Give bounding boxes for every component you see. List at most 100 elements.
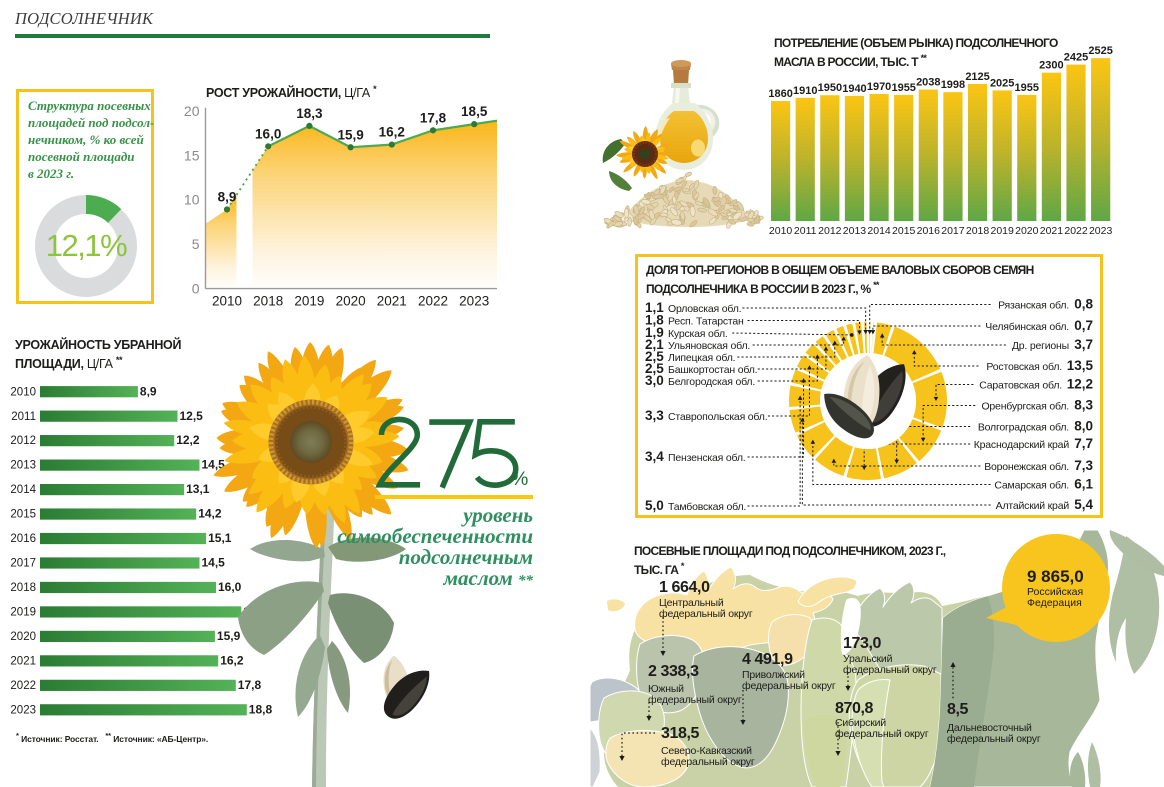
svg-text:Ставропольская обл.: Ставропольская обл. (668, 411, 767, 423)
svg-text:2023: 2023 (459, 294, 489, 309)
svg-text:2013: 2013 (10, 460, 36, 472)
svg-text:Ростовская обл.: Ростовская обл. (986, 361, 1062, 373)
svg-text:Башкортостан обл.: Башкортостан обл. (668, 364, 757, 376)
svg-text:18,8: 18,8 (249, 702, 273, 716)
svg-text:Белгородская обл.: Белгородская обл. (668, 376, 755, 388)
svg-text:Липецкая обл.: Липецкая обл. (668, 352, 735, 364)
svg-text:2125: 2125 (965, 71, 989, 83)
svg-text:13,1: 13,1 (186, 482, 210, 496)
svg-text:16,2: 16,2 (220, 653, 244, 667)
svg-text:15,1: 15,1 (208, 531, 232, 545)
svg-text:3,4: 3,4 (645, 449, 664, 464)
svg-text:1940: 1940 (842, 83, 866, 95)
svg-text:0: 0 (192, 281, 200, 297)
svg-text:2015: 2015 (10, 509, 36, 521)
svg-text:1950: 1950 (818, 82, 842, 94)
svg-text:14,5: 14,5 (202, 458, 226, 472)
svg-text:15,9: 15,9 (217, 629, 241, 643)
svg-text:Рязанская обл.: Рязанская обл. (998, 300, 1069, 312)
svg-text:2018: 2018 (10, 582, 36, 594)
svg-text:Самарская обл.: Самарская обл. (994, 480, 1069, 492)
svg-text:2021: 2021 (377, 294, 407, 309)
svg-text:2022: 2022 (1064, 225, 1088, 237)
svg-text:17,8: 17,8 (238, 678, 262, 692)
svg-text:2018: 2018 (253, 294, 283, 309)
svg-text:2023: 2023 (1089, 225, 1113, 237)
svg-text:3,7: 3,7 (1074, 337, 1093, 352)
svg-text:Респ. Татарстан: Респ. Татарстан (668, 316, 744, 328)
svg-text:14,2: 14,2 (198, 507, 222, 521)
svg-text:Волгоградская обл.: Волгоградская обл. (978, 422, 1069, 434)
svg-text:7,3: 7,3 (1074, 458, 1093, 473)
svg-text:2023: 2023 (10, 704, 36, 716)
svg-text:1910: 1910 (793, 85, 817, 97)
svg-text:16,2: 16,2 (379, 125, 405, 140)
svg-text:Оренбургская обл.: Оренбургская обл. (981, 401, 1069, 413)
svg-text:1970: 1970 (867, 81, 891, 93)
svg-text:2020: 2020 (336, 294, 366, 309)
svg-text:2014: 2014 (867, 225, 891, 237)
svg-text:Курская обл.: Курская обл. (668, 328, 728, 340)
svg-text:Тамбовская обл.: Тамбовская обл. (668, 501, 746, 513)
svg-text:3,3: 3,3 (645, 408, 664, 423)
svg-text:2,1: 2,1 (645, 337, 664, 352)
svg-text:10: 10 (184, 192, 200, 208)
svg-text:2,5: 2,5 (645, 349, 664, 364)
svg-text:Краснодарский край: Краснодарский край (974, 439, 1070, 451)
svg-text:20: 20 (184, 103, 200, 119)
svg-text:15: 15 (184, 147, 200, 163)
svg-text:Ульяновская обл.: Ульяновская обл. (668, 340, 750, 352)
svg-text:2021: 2021 (1040, 225, 1064, 237)
svg-text:6,1: 6,1 (1074, 477, 1093, 492)
svg-text:16,0: 16,0 (255, 126, 281, 141)
svg-text:2011: 2011 (11, 411, 36, 423)
svg-text:2021: 2021 (10, 655, 36, 667)
svg-text:12,2: 12,2 (1067, 377, 1093, 392)
svg-text:2022: 2022 (418, 294, 448, 309)
svg-text:2425: 2425 (1064, 52, 1088, 64)
svg-text:2016: 2016 (917, 225, 941, 237)
svg-text:Челябинская обл.: Челябинская обл. (985, 321, 1069, 333)
svg-text:2013: 2013 (843, 225, 867, 237)
svg-text:2015: 2015 (892, 225, 916, 237)
svg-text:16,0: 16,0 (218, 580, 242, 594)
svg-text:2025: 2025 (990, 77, 1014, 89)
svg-text:8,9: 8,9 (140, 384, 157, 398)
svg-text:Орловская обл.: Орловская обл. (668, 303, 741, 315)
svg-text:2010: 2010 (10, 386, 36, 398)
svg-text:17,8: 17,8 (420, 110, 447, 125)
svg-text:14,5: 14,5 (202, 556, 226, 570)
svg-text:2300: 2300 (1039, 60, 1063, 72)
svg-text:8,9: 8,9 (218, 189, 237, 204)
svg-text:18,5: 18,5 (461, 104, 488, 119)
svg-text:2018: 2018 (966, 225, 990, 237)
svg-text:2010: 2010 (769, 225, 793, 237)
svg-text:8,0: 8,0 (1074, 419, 1093, 434)
svg-text:1998: 1998 (941, 79, 965, 91)
svg-text:2012: 2012 (10, 435, 36, 447)
svg-text:Алтайский край: Алтайский край (996, 500, 1070, 512)
svg-text:2017: 2017 (10, 558, 36, 570)
svg-text:0,7: 0,7 (1074, 318, 1093, 333)
svg-text:0,8: 0,8 (1074, 297, 1093, 312)
svg-text:2019: 2019 (294, 294, 324, 309)
svg-text:2017: 2017 (941, 225, 965, 237)
svg-text:2011: 2011 (794, 225, 817, 237)
svg-text:8,3: 8,3 (1074, 398, 1093, 413)
svg-text:1860: 1860 (768, 88, 792, 100)
svg-text:3,0: 3,0 (645, 373, 664, 388)
svg-text:2,5: 2,5 (645, 361, 664, 376)
svg-text:12,2: 12,2 (176, 433, 200, 447)
svg-text:Саратовская обл.: Саратовская обл. (979, 380, 1062, 392)
svg-text:1955: 1955 (891, 82, 915, 94)
svg-text:2019: 2019 (10, 607, 36, 619)
svg-text:5,0: 5,0 (645, 498, 664, 513)
svg-text:Др. регионы: Др. регионы (1012, 340, 1069, 352)
svg-text:5,4: 5,4 (1074, 497, 1093, 512)
svg-text:2020: 2020 (1015, 225, 1039, 237)
svg-text:13,5: 13,5 (1067, 358, 1094, 373)
svg-text:Пензенская обл.: Пензенская обл. (668, 452, 745, 464)
svg-text:2016: 2016 (10, 533, 36, 545)
svg-text:2525: 2525 (1088, 45, 1112, 57)
svg-text:15,9: 15,9 (337, 127, 363, 142)
